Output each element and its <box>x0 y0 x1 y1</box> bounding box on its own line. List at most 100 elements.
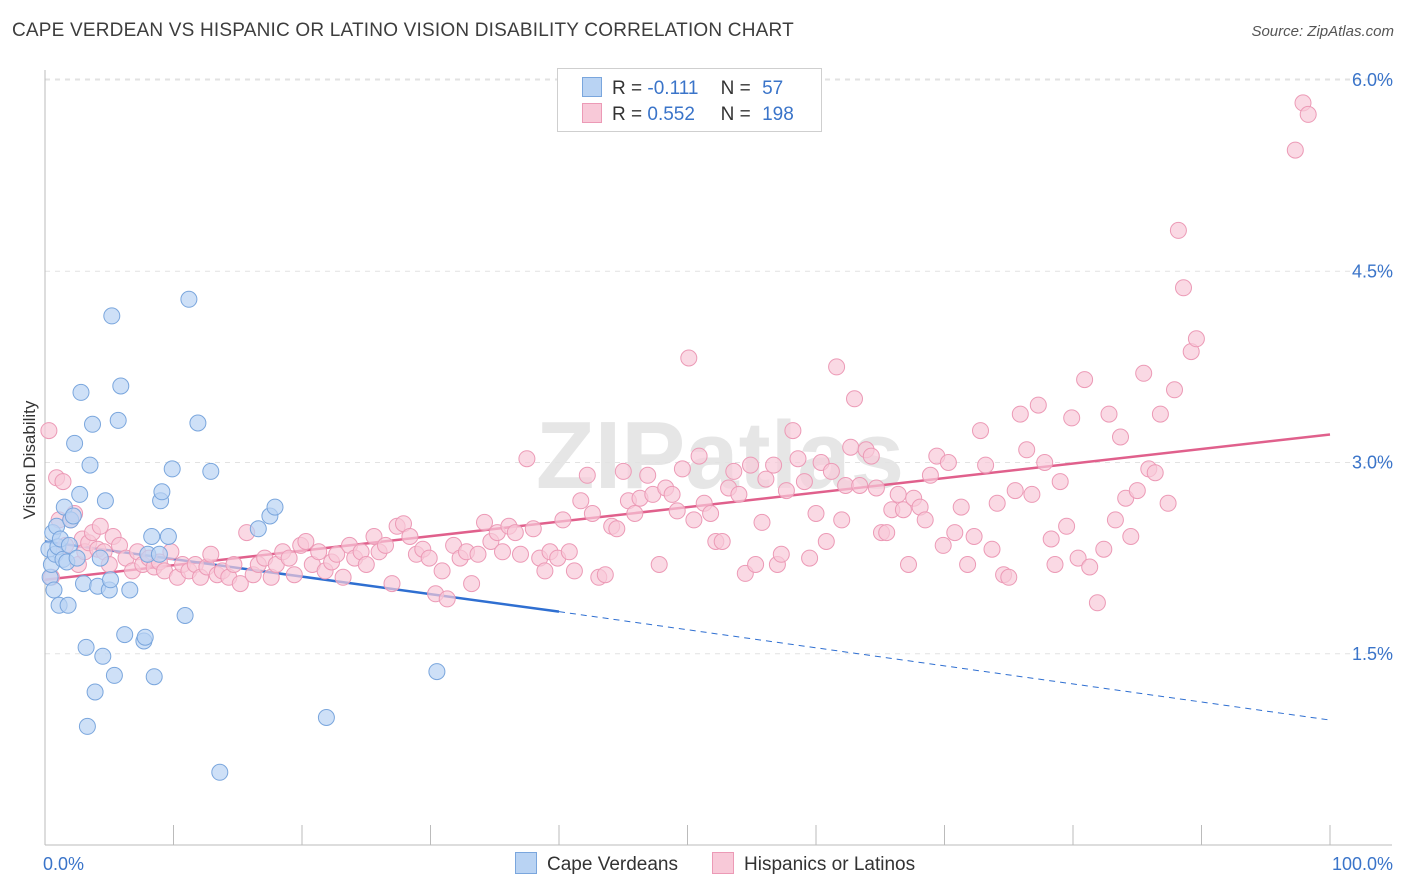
hispanic-point <box>777 482 795 500</box>
cape-verdean-point <box>121 581 139 599</box>
hispanic-point <box>1135 364 1153 382</box>
legend-n-label: N = <box>720 104 751 125</box>
cape-verdean-point <box>143 528 161 545</box>
cape-verdean-point <box>59 596 77 614</box>
hispanic-point <box>730 485 748 503</box>
hispanic-point <box>772 545 790 563</box>
cape-verdean-point <box>64 507 82 525</box>
bottom-legend-hispanics: Hispanics or Latinos <box>712 852 915 876</box>
x-tick-label-min: 0.0% <box>43 854 84 874</box>
hispanic-point <box>401 528 419 545</box>
hispanic-point <box>972 422 989 440</box>
hispanic-point <box>506 524 524 542</box>
hispanic-point <box>765 456 783 474</box>
hispanic-point <box>702 505 720 522</box>
cape-verdean-point <box>66 434 84 452</box>
hispanic-point <box>894 501 912 519</box>
hispanic-point <box>1000 568 1018 586</box>
legend-r-label: R = <box>612 78 643 99</box>
cape-verdean-point <box>153 483 171 501</box>
hispanic-point <box>554 511 572 529</box>
hispanic-point <box>614 462 632 480</box>
hispanic-point <box>639 466 657 484</box>
hispanic-point <box>1299 105 1317 123</box>
hispanic-point <box>518 450 536 468</box>
cape-verdean-point <box>91 549 109 567</box>
hispanic-point <box>952 498 970 516</box>
hispanic-point <box>328 545 346 563</box>
hispanic-point <box>983 540 1001 558</box>
legend-swatch-blue <box>582 77 602 97</box>
bottom-legend-label: Hispanics or Latinos <box>744 854 916 875</box>
hispanic-point <box>1076 371 1094 389</box>
hispanic-point <box>438 590 456 608</box>
hispanic-point <box>1146 464 1164 482</box>
cape-verdean-point <box>96 492 114 510</box>
hispanic-point <box>817 533 835 550</box>
hispanic-point <box>536 562 554 580</box>
hispanic-point <box>939 454 957 471</box>
cape-verdean-point <box>150 545 168 563</box>
hispanic-point <box>578 466 596 484</box>
y-tick-label: 6.0% <box>1352 70 1393 90</box>
hispanic-point <box>837 477 855 494</box>
hispanic-point <box>1112 428 1129 446</box>
hispanic-point <box>801 549 819 567</box>
hispanic-point <box>921 466 939 484</box>
hispanic-point <box>1286 141 1304 159</box>
cape-verdean-point <box>45 581 63 599</box>
hispanic-point <box>280 549 298 567</box>
hispanic-point <box>512 545 529 563</box>
hispanic-point <box>650 556 668 573</box>
hispanic-point <box>757 470 775 488</box>
hispanic-point <box>469 545 487 563</box>
hispanic-point <box>988 494 1006 512</box>
hispanic-point <box>1063 409 1081 427</box>
hispanic-point <box>862 447 880 465</box>
hispanic-point <box>1159 494 1177 512</box>
y-tick-label: 1.5% <box>1352 644 1393 664</box>
hispanic-point <box>747 556 765 573</box>
hispanic-point <box>583 505 601 522</box>
hispanic-point <box>713 533 731 550</box>
hispanic-point <box>54 473 72 491</box>
hispanic-point <box>202 545 220 563</box>
hispanic-point <box>1169 221 1187 239</box>
cape-verdean-point <box>145 668 163 686</box>
hispanic-point <box>795 473 813 491</box>
hispanic-point <box>833 511 851 529</box>
hispanic-point <box>476 513 493 531</box>
hispanic-point <box>463 575 481 593</box>
cape-verdean-point <box>105 666 123 684</box>
cape-verdean-point <box>77 638 95 656</box>
legend-n-value: 198 <box>762 104 794 125</box>
hispanic-point <box>842 438 860 456</box>
hispanic-point <box>1042 530 1060 548</box>
legend-r-label: R = <box>612 104 643 125</box>
hispanic-point <box>1106 511 1124 529</box>
hispanic-point <box>383 575 401 593</box>
hispanic-point <box>608 520 626 538</box>
hispanic-point <box>753 513 771 531</box>
bottom-legend-swatch-blue <box>515 852 537 874</box>
hispanic-point <box>1029 396 1047 414</box>
hispanic-point <box>965 528 983 545</box>
cape-verdean-point <box>136 628 154 646</box>
hispanic-point <box>1011 405 1029 423</box>
hispanic-point <box>1081 558 1099 576</box>
cape-verdean-point <box>60 536 78 554</box>
cape-verdean-point <box>103 307 121 325</box>
hispanic-point <box>1046 556 1064 573</box>
hispanic-point <box>91 517 109 535</box>
hispanic-point <box>828 358 846 376</box>
cape-verdean-point <box>78 717 96 735</box>
hispanic-point <box>524 520 542 538</box>
hispanic-point <box>867 479 885 497</box>
x-tick-label-max: 100.0% <box>1332 854 1393 874</box>
hispanic-point <box>934 536 952 554</box>
hispanic-point <box>1122 528 1140 545</box>
hispanic-point <box>365 528 383 545</box>
hispanic-point <box>572 492 590 510</box>
bottom-legend-swatch-pink <box>712 852 734 874</box>
hispanic-point <box>789 450 807 468</box>
